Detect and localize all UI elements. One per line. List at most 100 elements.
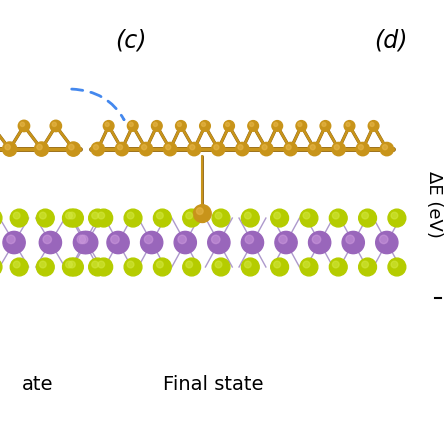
Circle shape (98, 261, 105, 268)
Circle shape (329, 209, 347, 227)
Circle shape (98, 212, 105, 219)
Circle shape (95, 209, 113, 227)
Circle shape (262, 145, 267, 150)
Text: ate: ate (22, 375, 54, 394)
Circle shape (92, 261, 98, 268)
Circle shape (10, 209, 28, 227)
Circle shape (241, 231, 263, 254)
Circle shape (117, 145, 122, 150)
Circle shape (13, 261, 20, 268)
Circle shape (214, 145, 219, 150)
Circle shape (154, 258, 171, 276)
Circle shape (274, 212, 280, 219)
Circle shape (3, 142, 17, 156)
Circle shape (153, 122, 158, 126)
Circle shape (139, 142, 153, 156)
Circle shape (37, 144, 42, 150)
Circle shape (0, 209, 2, 227)
Circle shape (212, 209, 230, 227)
Circle shape (144, 235, 153, 244)
Circle shape (163, 142, 177, 156)
Circle shape (312, 235, 321, 244)
Circle shape (115, 142, 129, 156)
Circle shape (65, 258, 83, 276)
Circle shape (10, 258, 28, 276)
Circle shape (286, 145, 291, 150)
Circle shape (186, 212, 193, 219)
Circle shape (271, 258, 288, 276)
Circle shape (157, 212, 163, 219)
Circle shape (303, 212, 310, 219)
Circle shape (296, 121, 307, 131)
Circle shape (272, 121, 283, 131)
Circle shape (43, 235, 52, 244)
Circle shape (65, 261, 73, 268)
Circle shape (359, 209, 376, 227)
Circle shape (362, 261, 368, 268)
Circle shape (129, 122, 133, 126)
Circle shape (211, 142, 225, 156)
Circle shape (298, 122, 302, 126)
Circle shape (76, 231, 98, 254)
Circle shape (36, 209, 54, 227)
Circle shape (3, 231, 25, 254)
Circle shape (202, 122, 206, 126)
Circle shape (244, 212, 251, 219)
Circle shape (157, 261, 163, 268)
Circle shape (79, 235, 88, 244)
Circle shape (52, 122, 57, 126)
Circle shape (322, 122, 326, 126)
Circle shape (176, 121, 186, 131)
Circle shape (50, 120, 61, 132)
Circle shape (248, 121, 259, 131)
Circle shape (274, 261, 280, 268)
Circle shape (92, 212, 98, 219)
Circle shape (69, 212, 75, 219)
Text: ΔE (eV): ΔE (eV) (425, 171, 442, 238)
Circle shape (7, 235, 15, 244)
Circle shape (151, 121, 162, 131)
Circle shape (332, 261, 339, 268)
Circle shape (107, 231, 129, 254)
Circle shape (40, 212, 46, 219)
Circle shape (89, 209, 106, 227)
Circle shape (89, 258, 106, 276)
Circle shape (245, 235, 254, 244)
Circle shape (36, 258, 54, 276)
Circle shape (250, 122, 254, 126)
Text: (d): (d) (375, 29, 408, 53)
Circle shape (308, 231, 331, 254)
Circle shape (271, 209, 288, 227)
Circle shape (346, 122, 350, 126)
Text: Final state: Final state (163, 375, 264, 394)
Circle shape (215, 261, 222, 268)
Circle shape (127, 121, 138, 131)
Circle shape (260, 142, 273, 156)
Circle shape (178, 122, 182, 126)
Circle shape (196, 208, 203, 214)
Circle shape (380, 235, 388, 244)
Circle shape (20, 122, 24, 126)
Circle shape (142, 145, 147, 150)
Circle shape (69, 144, 74, 150)
Circle shape (226, 122, 230, 126)
Circle shape (194, 205, 211, 222)
Circle shape (224, 121, 235, 131)
Circle shape (362, 212, 368, 219)
Circle shape (279, 235, 287, 244)
Circle shape (65, 212, 73, 219)
Circle shape (370, 122, 374, 126)
Circle shape (215, 212, 222, 219)
Circle shape (320, 121, 331, 131)
Circle shape (178, 235, 186, 244)
Circle shape (141, 231, 163, 254)
Circle shape (208, 231, 230, 254)
Circle shape (77, 235, 85, 244)
Circle shape (332, 212, 339, 219)
Circle shape (242, 258, 259, 276)
Circle shape (190, 145, 195, 150)
Circle shape (382, 145, 388, 150)
Circle shape (63, 209, 81, 227)
Circle shape (39, 231, 61, 254)
Circle shape (238, 145, 243, 150)
